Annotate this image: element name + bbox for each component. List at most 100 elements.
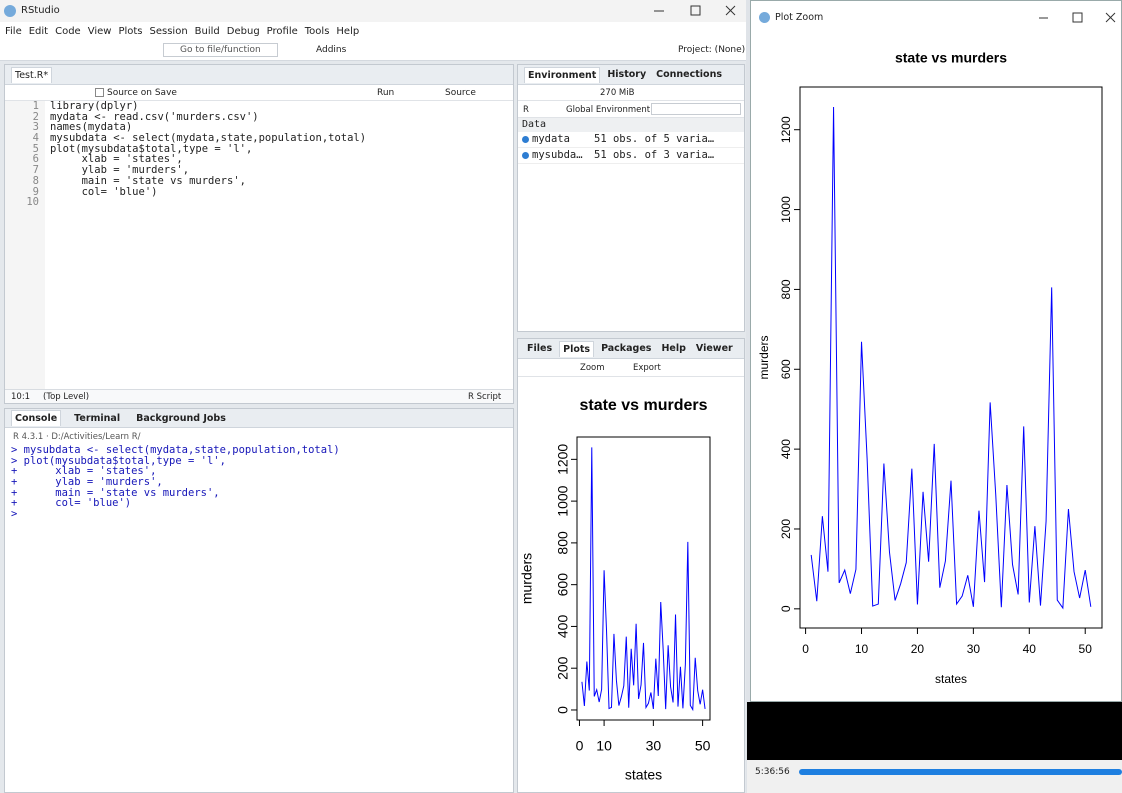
console-line: > plot(mysubdata$total,type = 'l', xyxy=(11,454,226,467)
menu-item[interactable]: Help xyxy=(336,25,360,37)
project-button[interactable]: Project: (None) xyxy=(678,45,746,55)
environment-row[interactable]: mysubda… 51 obs. of 3 varia… xyxy=(518,148,744,164)
console-tabs: Console Terminal Background Jobs xyxy=(5,409,513,428)
tab[interactable]: Console xyxy=(11,410,62,426)
export-button[interactable]: Export xyxy=(633,363,661,373)
console-line: > xyxy=(11,508,24,521)
code-line: 3 names(mydata) xyxy=(5,122,513,133)
video-area xyxy=(747,702,1122,760)
tab[interactable]: Environment xyxy=(524,66,601,83)
code-area[interactable]: 1 library(dplyr) 2 mydata <- read.csv('murd… xyxy=(5,101,513,208)
tab[interactable]: Connections xyxy=(656,69,722,80)
tab[interactable]: Help xyxy=(661,343,686,354)
environment-row[interactable]: mydata 51 obs. of 5 varia… xyxy=(518,132,744,148)
chart-title: state vs murders xyxy=(895,50,1007,66)
variable-name: mydata xyxy=(532,133,570,145)
y-tick-label: 1000 xyxy=(555,485,571,516)
console-output[interactable]: > mysubdata <- select(mydata,state,popul… xyxy=(11,445,511,520)
language[interactable]: R xyxy=(523,105,529,115)
zoom-button[interactable]: Zoom xyxy=(580,363,605,373)
code-text: names(mydata) xyxy=(50,121,133,134)
menu-item[interactable]: Profile xyxy=(266,25,298,37)
menu-item[interactable]: File xyxy=(5,25,22,37)
line-number: 1 xyxy=(32,100,39,112)
main-toolbar: Go to file/function Addins Project: (Non… xyxy=(0,40,746,61)
line-number: 9 xyxy=(32,185,39,198)
menu-item[interactable]: Tools xyxy=(304,25,330,37)
variable-value: 51 obs. of 3 varia… xyxy=(594,149,715,161)
source-on-save[interactable]: Source on Save xyxy=(107,88,177,98)
line-number: 5 xyxy=(32,142,39,155)
search-box[interactable] xyxy=(651,103,741,115)
progress-bar[interactable] xyxy=(799,769,1122,775)
file-type[interactable]: R Script xyxy=(468,392,502,402)
run-button[interactable]: Run xyxy=(377,88,395,98)
editor-toolbar: Source on Save Run Source xyxy=(5,85,513,101)
menu-item[interactable]: Edit xyxy=(28,25,49,37)
app-icon xyxy=(4,5,16,17)
y-tick-label: 600 xyxy=(555,573,571,597)
plots-pane: Files Plots Packages Help Viewer Zoom Export xyxy=(517,338,745,793)
variable-value: 51 obs. of 5 varia… xyxy=(594,133,715,145)
env-scope[interactable]: Global Environment xyxy=(566,105,651,115)
line-number: 6 xyxy=(32,153,39,166)
code-line: 6 xlab = 'states', xyxy=(5,154,513,165)
code-line: 1 library(dplyr) xyxy=(5,101,513,112)
goto-input[interactable]: Go to file/function xyxy=(163,43,278,57)
window-title: RStudio xyxy=(21,5,60,16)
editor-tab[interactable]: Test.R* xyxy=(11,66,53,83)
x-tick-label: 0 xyxy=(802,642,809,656)
environment-tabs: Environment History Connections xyxy=(518,65,744,85)
menu-item[interactable]: Debug xyxy=(226,25,260,37)
tab[interactable]: Viewer xyxy=(695,343,733,354)
x-tick-label: 20 xyxy=(911,642,925,656)
code-line: 5 plot(mysubdata$total,type = 'l', xyxy=(5,144,513,155)
line-number: 4 xyxy=(32,132,39,145)
window-controls[interactable] xyxy=(1023,7,1121,29)
console-line: + xlab = 'states', xyxy=(11,465,157,478)
y-tick-label: 400 xyxy=(779,439,793,459)
window-controls[interactable] xyxy=(640,0,746,22)
title-bar: RStudio xyxy=(0,0,746,22)
menu-item[interactable]: View xyxy=(87,25,112,37)
line-number: 8 xyxy=(32,174,39,187)
scope[interactable]: (Top Level) xyxy=(43,392,90,402)
scope-bar: R Global Environment xyxy=(518,101,744,118)
row-icon xyxy=(522,152,529,159)
y-tick-label: 200 xyxy=(555,656,571,680)
menu-item[interactable]: Plots xyxy=(118,25,143,37)
editor-pane: Test.R* Source on Save Run Source 1 libra… xyxy=(4,64,514,404)
y-tick-label: 600 xyxy=(779,359,793,379)
r-version: R 4.3.1 xyxy=(13,432,44,442)
x-tick-label: 50 xyxy=(695,738,711,754)
code-text: mysubdata <- select(mydata,state,populat… xyxy=(50,132,367,145)
menu-item[interactable]: Build xyxy=(194,25,220,37)
line-number: 7 xyxy=(32,164,39,177)
player-bar: 5:36:56 xyxy=(747,760,1122,793)
y-tick-label: 1200 xyxy=(555,444,571,475)
tab[interactable]: History xyxy=(607,69,647,80)
menu-item[interactable]: Session xyxy=(149,25,188,37)
environment-rows: mydata 51 obs. of 5 varia… mysubda… 51 obs.… xyxy=(518,132,744,164)
zoom-title-bar: Plot Zoom xyxy=(751,1,1121,33)
console-line: + main = 'state vs murders', xyxy=(11,486,220,499)
addins-button[interactable]: Addins xyxy=(316,45,347,55)
y-tick-label: 0 xyxy=(779,605,793,612)
tab[interactable]: Files xyxy=(527,343,553,354)
code-line: 8 main = 'state vs murders', xyxy=(5,176,513,187)
tab[interactable]: Plots xyxy=(559,340,595,357)
menu-item[interactable]: Code xyxy=(55,25,81,37)
y-tick-label: 400 xyxy=(555,615,571,639)
memory-usage[interactable]: 270 MiB xyxy=(600,88,635,98)
checkbox[interactable] xyxy=(95,88,104,97)
plot-large: state vs murders states murders 0 10 20 30 40 50… xyxy=(757,50,1103,686)
tab[interactable]: Packages xyxy=(601,343,652,354)
tab[interactable]: Background Jobs xyxy=(136,412,226,424)
x-tick-label: 50 xyxy=(1079,642,1093,656)
tab[interactable]: Terminal xyxy=(74,412,121,424)
chart-title: state vs murders xyxy=(579,397,707,414)
y-tick-label: 200 xyxy=(779,519,793,539)
source-button[interactable]: Source xyxy=(445,88,476,98)
console-pane: Console Terminal Background Jobs R 4.3.1 ·… xyxy=(4,408,514,793)
